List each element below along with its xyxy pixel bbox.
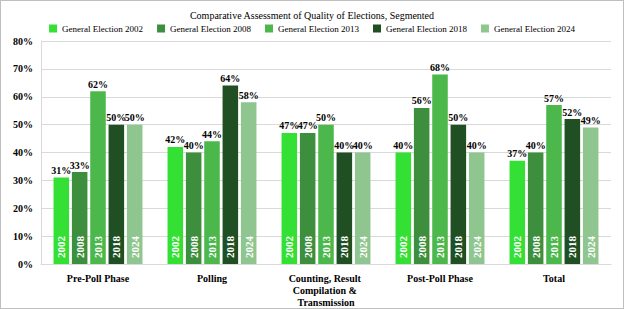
svg-text:2002: 2002 [169,236,181,259]
svg-text:40%: 40% [526,140,546,151]
svg-text:2024: 2024 [129,236,141,259]
svg-text:64%: 64% [220,73,240,84]
svg-text:49%: 49% [581,115,601,126]
svg-text:2002: 2002 [397,236,409,259]
svg-text:2002: 2002 [511,236,523,259]
svg-text:50%: 50% [316,112,336,123]
svg-text:Comparative Assessment of Qual: Comparative Assessment of Quality of Ele… [190,10,434,21]
svg-text:2013: 2013 [92,236,104,259]
svg-text:General Election 2018: General Election 2018 [386,24,467,34]
svg-text:0%: 0% [18,259,33,270]
svg-text:Post-Poll Phase: Post-Poll Phase [407,273,473,284]
svg-text:Polling: Polling [197,273,227,284]
svg-text:2018: 2018 [224,236,236,259]
svg-text:2024: 2024 [357,236,369,259]
svg-text:30%: 30% [13,175,33,186]
svg-text:Counting, Result: Counting, Result [289,273,364,284]
svg-text:Transmission: Transmission [297,297,354,308]
svg-text:33%: 33% [70,160,90,171]
svg-text:37%: 37% [507,148,527,159]
svg-text:40%: 40% [13,147,33,158]
svg-text:2013: 2013 [320,236,332,259]
svg-text:68%: 68% [430,62,450,73]
svg-text:50%: 50% [448,112,468,123]
svg-text:2024: 2024 [585,236,597,259]
svg-text:2008: 2008 [74,236,86,259]
svg-text:62%: 62% [88,79,108,90]
svg-text:80%: 80% [13,36,33,47]
svg-text:2008: 2008 [416,236,428,259]
svg-text:44%: 44% [202,129,222,140]
svg-text:2018: 2018 [566,236,578,259]
svg-text:50%: 50% [125,112,145,123]
svg-text:2013: 2013 [548,236,560,259]
svg-text:2013: 2013 [206,236,218,259]
svg-text:58%: 58% [239,90,259,101]
svg-text:General Election 2024: General Election 2024 [494,24,575,34]
svg-text:47%: 47% [298,120,318,131]
svg-text:2008: 2008 [530,236,542,259]
svg-text:Pre-Poll Phase: Pre-Poll Phase [67,273,130,284]
svg-text:General Election 2013: General Election 2013 [278,24,359,34]
svg-text:2002: 2002 [55,236,67,259]
svg-text:2008: 2008 [188,236,200,259]
svg-text:70%: 70% [13,63,33,74]
svg-text:Total: Total [543,273,565,284]
svg-text:General Election 2008: General Election 2008 [170,24,251,34]
svg-text:57%: 57% [544,93,564,104]
svg-text:2008: 2008 [302,236,314,259]
svg-text:42%: 42% [165,134,185,145]
svg-text:10%: 10% [13,231,33,242]
svg-text:40%: 40% [184,140,204,151]
svg-text:General Election 2002: General Election 2002 [62,24,143,34]
svg-text:2013: 2013 [434,236,446,259]
svg-text:20%: 20% [13,203,33,214]
svg-text:2018: 2018 [452,236,464,259]
svg-text:2002: 2002 [283,236,295,259]
svg-text:31%: 31% [51,165,71,176]
svg-text:2018: 2018 [338,236,350,259]
svg-text:50%: 50% [13,119,33,130]
svg-text:60%: 60% [13,91,33,102]
svg-text:40%: 40% [334,140,354,151]
svg-text:2024: 2024 [243,236,255,259]
svg-text:50%: 50% [106,112,126,123]
svg-text:2024: 2024 [471,236,483,259]
svg-text:40%: 40% [353,140,373,151]
svg-text:40%: 40% [467,140,487,151]
svg-text:56%: 56% [412,95,432,106]
svg-text:2018: 2018 [110,236,122,259]
svg-text:40%: 40% [393,140,413,151]
svg-text:47%: 47% [279,120,299,131]
svg-text:Compilation &: Compilation & [293,285,360,296]
svg-text:52%: 52% [562,107,582,118]
